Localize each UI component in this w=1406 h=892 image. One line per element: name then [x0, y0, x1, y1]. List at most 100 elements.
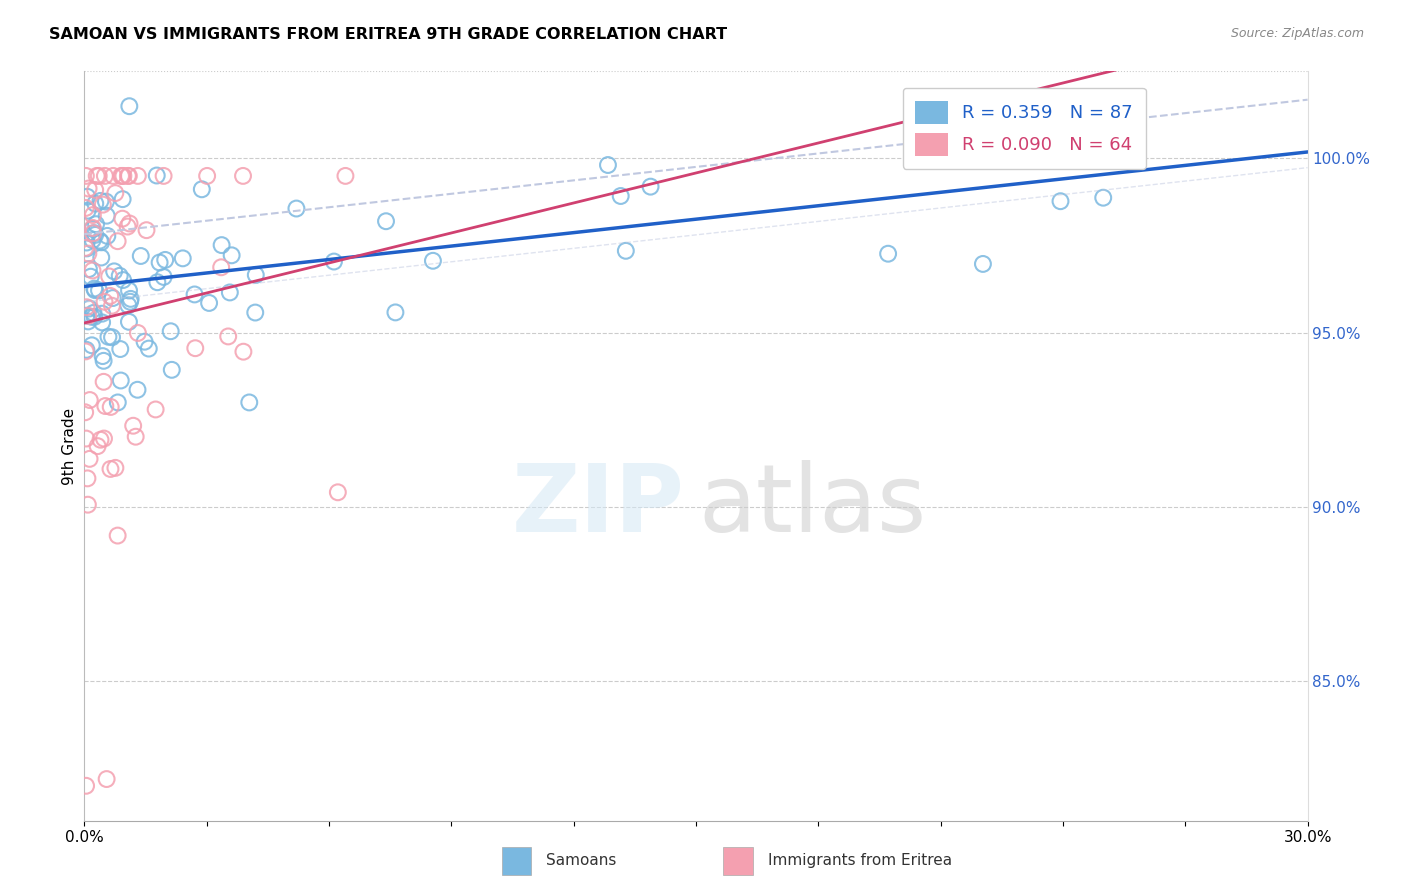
Point — [107, 234, 129, 248]
Point — [91, 315, 114, 329]
Point — [82, 221, 104, 235]
Point — [127, 326, 149, 340]
Point — [93, 354, 115, 368]
Point — [209, 260, 232, 275]
Point — [75, 201, 97, 215]
Point — [76, 242, 98, 256]
Point — [111, 192, 134, 206]
Point — [221, 248, 243, 262]
FancyBboxPatch shape — [502, 847, 531, 875]
Point — [89, 433, 111, 447]
Point — [1092, 191, 1115, 205]
Point — [89, 234, 111, 248]
Point — [101, 299, 124, 313]
Point — [285, 202, 308, 216]
Point — [217, 329, 239, 343]
Point — [82, 233, 104, 247]
Point — [77, 246, 100, 260]
Point — [184, 341, 207, 355]
Point — [335, 169, 357, 183]
Point — [75, 309, 97, 323]
Point — [96, 772, 118, 786]
Point — [118, 315, 141, 329]
Y-axis label: 9th Grade: 9th Grade — [62, 408, 77, 484]
Point — [112, 273, 135, 287]
Point — [96, 209, 118, 223]
Point — [76, 235, 98, 250]
Point — [134, 334, 156, 349]
Point — [118, 169, 141, 183]
Point — [98, 269, 121, 284]
Text: atlas: atlas — [697, 460, 927, 552]
Point — [112, 169, 135, 183]
Point — [77, 498, 100, 512]
Point — [326, 485, 349, 500]
Point — [155, 252, 177, 267]
Point — [640, 179, 662, 194]
Point — [218, 285, 240, 300]
Point — [79, 301, 101, 316]
Point — [117, 219, 139, 234]
Point — [127, 383, 149, 397]
Point — [111, 169, 134, 183]
Point — [191, 182, 214, 196]
Point — [125, 430, 148, 444]
Point — [117, 169, 139, 183]
Point — [84, 183, 107, 197]
Point — [422, 253, 444, 268]
Point — [152, 169, 174, 183]
Point — [84, 283, 107, 297]
Point — [76, 203, 98, 218]
Point — [159, 324, 181, 338]
Point — [111, 211, 134, 226]
Point — [614, 244, 637, 258]
Point — [152, 269, 174, 284]
Point — [107, 395, 129, 409]
Point — [198, 296, 221, 310]
Point — [100, 462, 122, 476]
Point — [76, 471, 98, 485]
Point — [145, 169, 167, 183]
Point — [117, 298, 139, 312]
Point — [91, 197, 114, 211]
Point — [129, 249, 152, 263]
Point — [84, 217, 107, 231]
Point — [232, 344, 254, 359]
Point — [135, 223, 157, 237]
Point — [82, 208, 104, 222]
Point — [83, 306, 105, 320]
FancyBboxPatch shape — [723, 847, 754, 875]
Point — [82, 222, 104, 236]
Point — [75, 405, 97, 419]
Point — [232, 169, 254, 183]
Point — [138, 342, 160, 356]
Point — [80, 269, 103, 284]
Point — [245, 305, 267, 319]
Point — [120, 292, 142, 306]
Point — [384, 305, 406, 319]
Point — [80, 310, 103, 324]
Point — [877, 246, 900, 260]
Point — [101, 330, 124, 344]
Point — [122, 418, 145, 433]
Point — [93, 432, 115, 446]
Point — [1049, 194, 1071, 209]
Point — [93, 294, 115, 309]
Point — [110, 374, 132, 388]
Point — [108, 268, 131, 283]
Point — [149, 255, 172, 269]
Point — [118, 99, 141, 113]
Point — [238, 395, 260, 409]
Point — [100, 400, 122, 414]
Point — [145, 402, 167, 417]
Point — [110, 169, 132, 183]
Point — [183, 287, 205, 301]
Point — [77, 181, 100, 195]
Point — [79, 392, 101, 407]
Point — [75, 343, 97, 357]
Point — [972, 257, 994, 271]
Point — [107, 528, 129, 542]
Point — [84, 227, 107, 242]
Point — [77, 309, 100, 323]
Text: Source: ZipAtlas.com: Source: ZipAtlas.com — [1230, 27, 1364, 40]
